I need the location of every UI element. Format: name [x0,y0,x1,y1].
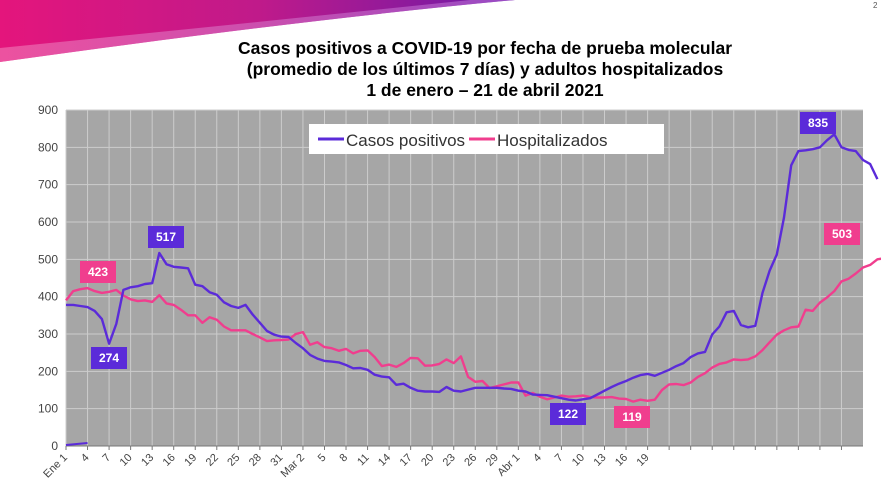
data-label: 517 [156,230,176,244]
data-label: 274 [99,351,119,365]
x-tick-label: Mar 2 [279,452,307,480]
x-tick-label: 23 [441,452,458,469]
x-tick-label: 8 [337,452,350,465]
plot-area [66,110,863,446]
y-tick-label: 800 [38,140,58,154]
x-tick-label: 11 [355,452,372,469]
x-tick-label: 13 [591,452,608,469]
y-tick-label: 600 [38,215,58,229]
data-labels: 517 274 122 835 423 119 503 [80,112,860,428]
legend-label: Casos positivos [346,131,465,150]
x-tick-label: 7 [553,452,566,465]
data-label: 835 [808,116,828,130]
y-tick-label: 900 [38,103,58,117]
y-tick-label: 300 [38,327,58,341]
legend-label: Hospitalizados [497,131,608,150]
y-tick-label: 400 [38,290,58,304]
series-line-casos [66,133,879,402]
x-tick-label: 7 [100,452,113,465]
y-tick-label: 0 [51,439,58,453]
y-axis: 0 100 200 300 400 500 600 700 800 900 [38,103,58,453]
x-tick-label: 14 [376,452,393,469]
data-label-box [614,406,650,428]
x-tick-label: 4 [531,452,544,465]
data-label-box [148,226,184,248]
x-tick-label: 19 [635,452,652,469]
x-tick-label: 25 [225,452,242,469]
x-tick-label: 19 [182,452,199,469]
x-tick-label: 4 [79,452,92,465]
x-tick-label: 5 [316,452,329,465]
data-label: 119 [622,410,642,424]
chart-title-line-3: 1 de enero – 21 de abril 2021 [366,80,604,100]
data-label: 503 [832,227,852,241]
data-label-box [824,223,860,245]
x-tick-label: 17 [398,452,415,469]
data-label-box [91,347,127,369]
x-tick-label: 22 [204,452,221,469]
y-tick-label: 700 [38,178,58,192]
x-tick-label: 16 [613,452,630,469]
x-tick-label: 16 [161,452,178,469]
chart-title: Casos positivos a COVID-19 por fecha de … [120,38,850,101]
x-tick-label: 26 [462,452,479,469]
legend: Casos positivos Hospitalizados [309,124,664,154]
data-label-box [800,112,836,134]
chart-title-line-2: (promedio de los últimos 7 días) y adult… [246,59,724,79]
data-label-box [80,261,116,283]
series-line-hospitalizados [65,257,881,403]
x-tick-label: 20 [419,452,436,469]
x-tick-label: 10 [570,452,587,469]
grid-lines [65,109,863,446]
y-tick-label: 100 [38,402,58,416]
baseline-artifact [65,442,88,446]
data-label-box [550,403,586,425]
y-tick-label: 500 [38,252,58,266]
series-lines [65,133,881,403]
series-artifact [65,442,88,446]
x-tick-label: Abr 1 [495,452,522,479]
x-tick-label: 10 [118,452,135,469]
x-tick-label: Ene 1 [41,452,70,481]
x-tick-label: 28 [247,452,264,469]
page-number: 2 [873,1,878,10]
x-tick-label: 13 [139,452,156,469]
y-tick-label: 200 [38,364,58,378]
data-label: 122 [558,407,578,421]
data-label: 423 [88,265,108,279]
header-banner [0,0,515,62]
chart-title-line-1: Casos positivos a COVID-19 por fecha de … [237,38,733,58]
